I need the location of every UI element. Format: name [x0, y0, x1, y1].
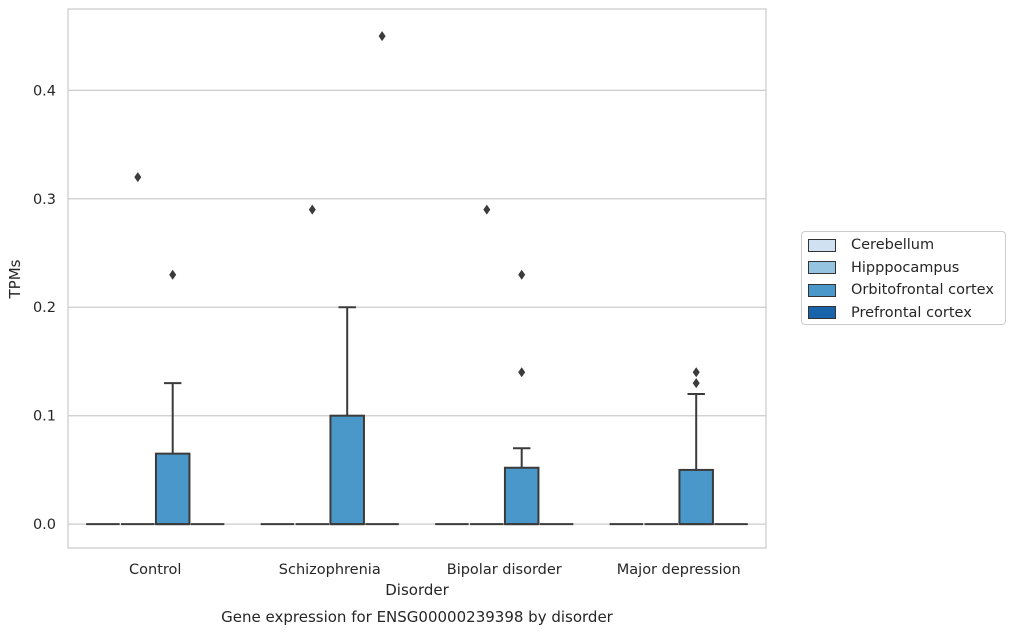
box-body — [678, 468, 714, 526]
legend: Cerebellum Hipppocampus Orbitofrontal cort… — [801, 231, 1006, 325]
x-tick-label: Control — [129, 562, 181, 578]
legend-swatch — [808, 261, 836, 274]
x-tick-labels: Control Schizophrenia Bipolar disorder Majo… — [129, 562, 741, 578]
box-hipppocampus — [295, 204, 330, 526]
y-tick-label: 0.1 — [33, 409, 56, 425]
y-tick-label: 0.2 — [33, 300, 56, 316]
outlier-point — [518, 367, 526, 378]
outlier-point — [692, 378, 700, 389]
legend-item: Hipppocampus — [808, 258, 959, 278]
box-prefrontal-cortex — [365, 31, 399, 526]
y-tick-label: 0.4 — [33, 83, 56, 99]
box-hipppocampus — [470, 204, 504, 526]
x-axis-label: Disorder — [385, 581, 449, 599]
boxes — [86, 31, 748, 526]
legend-item: Prefrontal cortex — [808, 303, 972, 323]
outlier-point — [483, 204, 491, 215]
box-orbitofrontal-cortex — [503, 269, 540, 526]
legend-label: Prefrontal cortex — [851, 304, 972, 321]
legend-item: Orbitofrontal cortex — [808, 280, 994, 300]
box-body — [503, 466, 540, 526]
box-body — [329, 414, 365, 526]
legend-swatch — [808, 283, 836, 297]
chart-title: Gene expression for ENSG00000239398 by d… — [221, 608, 614, 626]
box-hipppocampus — [121, 172, 155, 526]
x-tick-label: Bipolar disorder — [447, 562, 562, 578]
y-tick-label: 0.3 — [33, 192, 56, 208]
x-tick-label: Schizophrenia — [279, 562, 381, 578]
y-tick-labels: 0.0 0.1 0.2 0.3 0.4 — [33, 83, 56, 533]
y-axis-label: TPMs — [6, 259, 24, 299]
box-orbitofrontal-cortex — [678, 367, 714, 526]
outlier-point — [134, 172, 142, 183]
x-tick-label: Major depression — [617, 562, 741, 578]
box-orbitofrontal-cortex — [329, 306, 365, 526]
legend-label: Orbitofrontal cortex — [851, 282, 994, 298]
outlier-point — [518, 269, 526, 280]
box-orbitofrontal-cortex — [154, 269, 191, 526]
outlier-point — [169, 269, 177, 280]
legend-swatch — [808, 306, 836, 319]
legend-label: Cerebellum — [851, 237, 935, 253]
y-tick-label: 0.0 — [33, 517, 56, 533]
legend-swatch — [808, 238, 836, 252]
outlier-point — [692, 367, 700, 378]
outlier-point — [308, 204, 316, 215]
legend-label: Hipppocampus — [851, 259, 960, 276]
legend-item: Cerebellum — [808, 235, 934, 255]
outlier-point — [378, 31, 386, 42]
box-body — [154, 452, 191, 526]
